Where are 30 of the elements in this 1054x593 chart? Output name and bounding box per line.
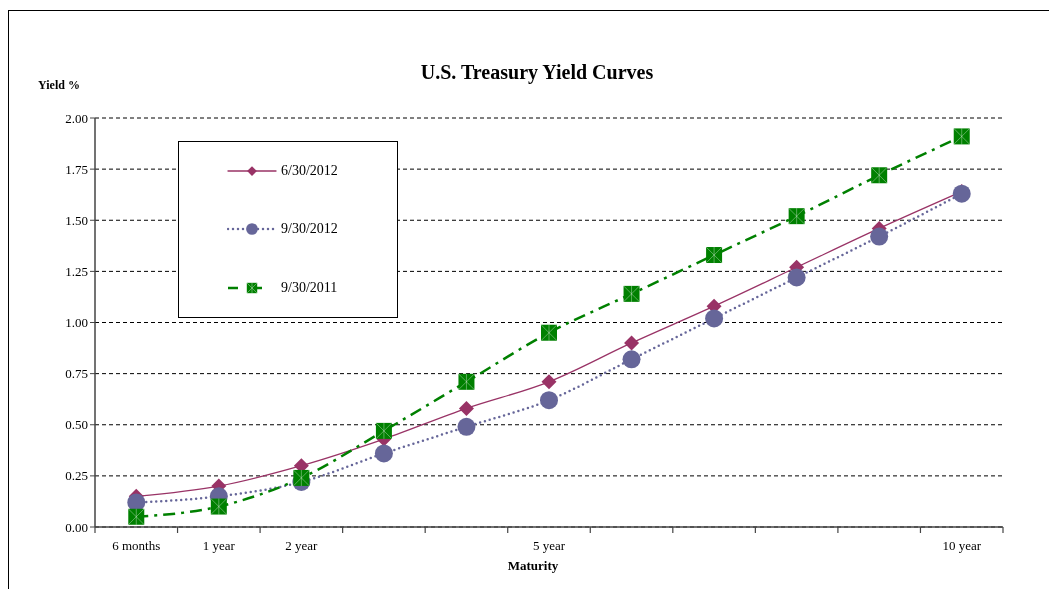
x-tick-label: 1 year xyxy=(202,538,236,554)
point xyxy=(541,374,557,390)
x-axis-title: Maturity xyxy=(506,558,560,574)
point xyxy=(787,268,806,287)
y-tick-label: 0.00 xyxy=(65,519,88,535)
point xyxy=(374,444,393,463)
x-tick-label: 6 months xyxy=(112,538,161,554)
y-tick-label: 1.75 xyxy=(65,161,88,177)
x-tick-label: 10 year xyxy=(942,538,982,554)
point xyxy=(540,391,558,410)
y-tick-label: 1.25 xyxy=(65,263,88,279)
y-tick-label: 0.25 xyxy=(65,468,88,484)
point xyxy=(624,335,640,351)
y-tick-label: 1.50 xyxy=(65,212,88,228)
point xyxy=(622,350,641,369)
y-tick-label: 1.00 xyxy=(65,315,88,331)
point xyxy=(457,417,476,436)
y-tick-label: 0.50 xyxy=(65,417,88,433)
chart-title: U.S. Treasury Yield Curves xyxy=(419,60,655,85)
legend-label: 6/30/2012 xyxy=(281,163,338,180)
x-tick-label: 2 year xyxy=(285,538,319,554)
y-tick-label: 0.75 xyxy=(65,366,88,382)
point xyxy=(870,227,889,246)
point xyxy=(458,400,474,416)
legend-label: 9/30/2012 xyxy=(281,221,338,238)
legend-label: 9/30/2011 xyxy=(281,279,338,296)
y-tick-label: 2.00 xyxy=(65,110,88,126)
x-tick-label: 5 year xyxy=(532,538,566,554)
point xyxy=(705,309,724,328)
y-axis-title: Yield % xyxy=(38,77,80,93)
